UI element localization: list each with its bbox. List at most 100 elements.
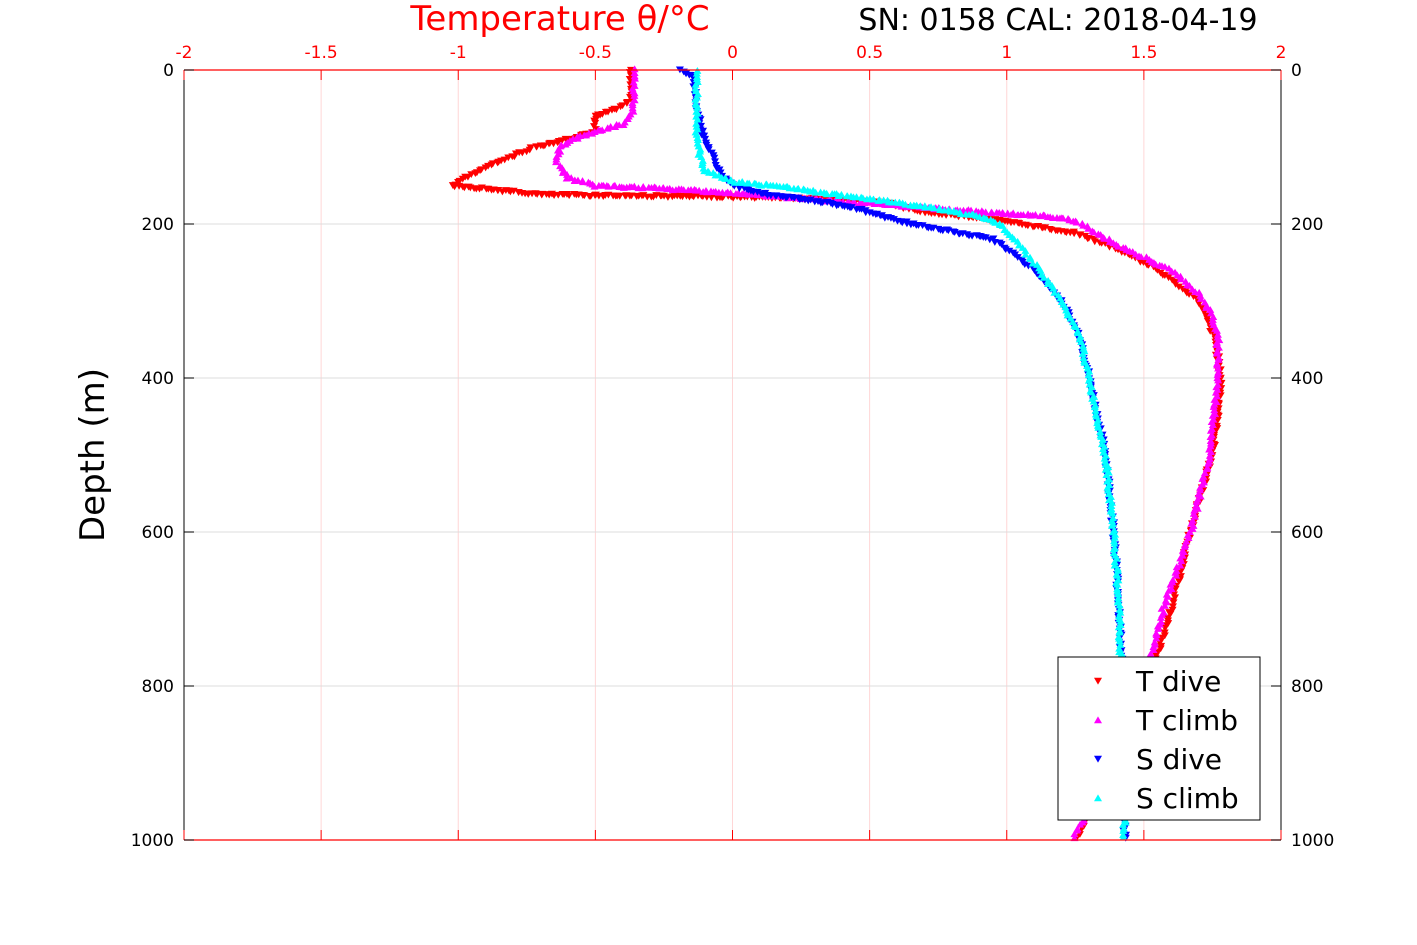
data-point xyxy=(1119,833,1128,841)
data-point xyxy=(1076,332,1085,340)
data-point xyxy=(1206,439,1215,447)
data-point xyxy=(1209,313,1218,321)
data-point xyxy=(1117,649,1126,657)
data-point xyxy=(629,78,638,86)
y-tick-label-right: 600 xyxy=(1291,523,1323,543)
data-point xyxy=(726,189,735,196)
data-point xyxy=(1061,303,1070,311)
data-point xyxy=(628,104,637,112)
y-tick-label-left: 800 xyxy=(142,677,174,697)
data-point xyxy=(1160,272,1169,280)
data-point xyxy=(1059,214,1068,222)
data-point xyxy=(1214,364,1223,372)
data-point xyxy=(1096,428,1105,436)
data-point xyxy=(1113,580,1122,588)
data-point xyxy=(1114,242,1123,250)
y-tick-label-right: 200 xyxy=(1291,215,1323,235)
data-point xyxy=(1174,578,1183,586)
data-point xyxy=(504,154,513,162)
legend-label: T dive xyxy=(1135,665,1221,698)
data-point xyxy=(696,122,705,130)
y-tick-label-right: 800 xyxy=(1291,677,1323,697)
data-point xyxy=(1109,545,1118,552)
data-point xyxy=(699,127,708,135)
data-point xyxy=(1102,471,1111,479)
data-point xyxy=(1115,612,1124,620)
data-point xyxy=(1089,228,1098,236)
legend-marker xyxy=(1094,794,1102,802)
data-point xyxy=(1139,259,1148,266)
data-point xyxy=(968,232,977,240)
data-point xyxy=(1209,403,1218,410)
x-tick-label: -1 xyxy=(450,43,467,63)
data-point xyxy=(847,204,856,211)
data-point xyxy=(1013,254,1022,261)
data-point xyxy=(1087,388,1096,396)
data-point xyxy=(1021,250,1030,258)
data-point xyxy=(1172,571,1181,579)
data-point xyxy=(1119,827,1128,834)
x-tick-label: 0.5 xyxy=(856,43,883,63)
x-tick-label: -0.5 xyxy=(579,43,612,63)
data-point xyxy=(693,136,702,144)
data-point xyxy=(1164,274,1173,282)
data-point xyxy=(565,192,574,200)
data-point xyxy=(1179,548,1188,556)
data-point xyxy=(745,179,754,187)
data-point xyxy=(1115,644,1124,652)
data-point xyxy=(692,130,701,138)
data-point xyxy=(1137,253,1146,260)
data-point xyxy=(1172,563,1181,571)
data-point xyxy=(1156,613,1165,621)
data-point xyxy=(1115,601,1124,609)
x-tick-label: -2 xyxy=(176,43,193,63)
data-point xyxy=(1190,506,1199,514)
data-point xyxy=(639,183,648,190)
data-point xyxy=(1031,211,1040,218)
data-point xyxy=(1185,291,1194,298)
data-point xyxy=(1146,650,1155,657)
data-point xyxy=(1160,602,1169,609)
legend-label: T climb xyxy=(1135,704,1238,737)
data-point xyxy=(1036,266,1045,274)
y-tick-label-left: 0 xyxy=(163,61,174,81)
data-point xyxy=(1185,281,1194,289)
data-point xyxy=(1113,571,1122,579)
data-point xyxy=(1160,262,1169,270)
legend: T dive T climb S dive S climb xyxy=(1057,656,1261,821)
data-point xyxy=(1208,421,1217,429)
data-point xyxy=(901,200,910,208)
data-point xyxy=(1202,304,1211,311)
data-point xyxy=(1099,445,1108,453)
data-point xyxy=(692,119,701,127)
data-point xyxy=(701,135,710,143)
data-point xyxy=(1115,628,1124,636)
data-point xyxy=(1211,388,1220,396)
data-point xyxy=(1206,433,1215,441)
data-point xyxy=(1043,280,1052,287)
data-point xyxy=(1115,637,1124,645)
y-tick-label-left: 600 xyxy=(142,523,174,543)
data-point xyxy=(1160,632,1169,640)
data-point xyxy=(794,184,803,192)
data-point xyxy=(1084,376,1093,384)
x-tick-label: 2 xyxy=(1276,43,1287,63)
data-point xyxy=(603,124,612,132)
data-point xyxy=(1072,218,1081,226)
data-point xyxy=(1015,241,1024,249)
data-point xyxy=(1171,568,1180,576)
data-point xyxy=(1108,509,1117,517)
data-point xyxy=(1166,611,1175,618)
y-tick-label-right: 1000 xyxy=(1291,831,1334,851)
data-point xyxy=(956,210,965,218)
data-point xyxy=(1098,436,1107,443)
data-point xyxy=(1177,557,1186,565)
data-point xyxy=(1206,448,1215,456)
data-point xyxy=(692,69,701,77)
data-point xyxy=(981,208,990,216)
data-point xyxy=(889,216,898,223)
data-marks xyxy=(448,65,1226,842)
data-point xyxy=(1183,531,1192,539)
